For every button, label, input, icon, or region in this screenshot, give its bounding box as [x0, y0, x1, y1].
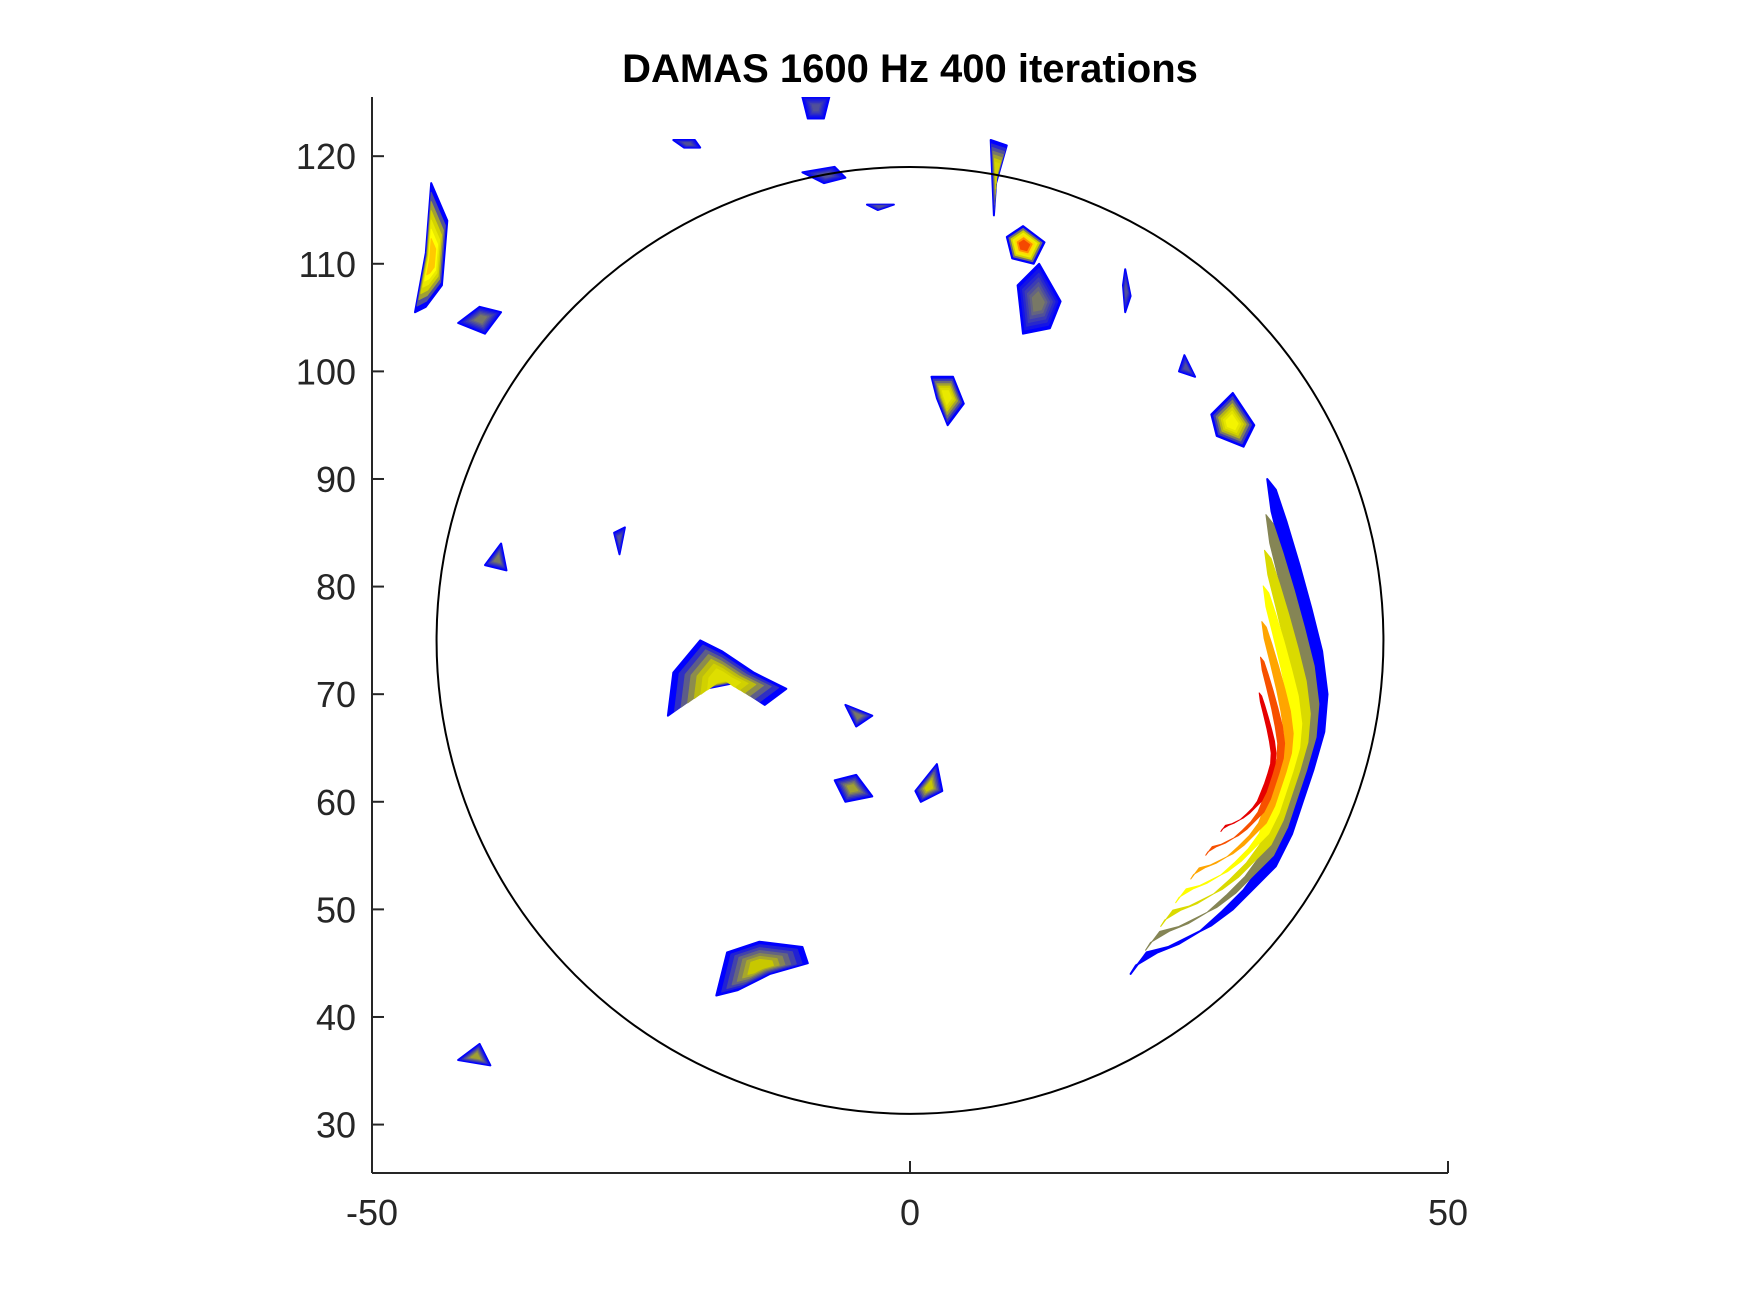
contour-level-6	[846, 784, 859, 793]
contour-level-6	[1183, 363, 1190, 371]
y-tick-label: 120	[296, 136, 356, 177]
contour-blob-top-vert	[989, 139, 1008, 217]
x-ticks: -50 0 50	[346, 1161, 1468, 1233]
contour-blob-left-cluster	[666, 639, 788, 717]
contour-blob-lower-left-blob	[715, 940, 809, 997]
contour-level-6	[1124, 284, 1128, 298]
contour-level-6	[854, 712, 863, 720]
contour-blob-right-small	[1178, 354, 1197, 378]
contour-blob-left-side	[484, 542, 508, 572]
contour-level-6	[617, 534, 622, 544]
contour-level-2	[1160, 549, 1311, 927]
contour-blob-top-right-source	[1005, 225, 1046, 265]
y-tick-label: 90	[316, 459, 356, 500]
contour-blob-center-mid	[930, 375, 965, 427]
contour-level-1	[1145, 514, 1320, 951]
contour-level-6	[1225, 414, 1239, 431]
y-tick-label: 30	[316, 1105, 356, 1146]
contour-blob-top-edge	[801, 97, 831, 120]
contour-level-6	[941, 390, 952, 405]
y-tick-label: 40	[316, 997, 356, 1038]
contour-level-6	[493, 554, 501, 564]
contour-blob-top-right-lower	[1016, 262, 1062, 335]
contour-level-3	[1175, 585, 1303, 904]
contour-blob-upper-left-2	[457, 305, 503, 335]
contour-blob-small-center-2	[914, 763, 944, 803]
contour-level-6	[747, 958, 774, 975]
contour-level-0	[1129, 478, 1329, 975]
contour-blob-upper-left-top	[672, 139, 702, 149]
contour-blob-mid-upper-small	[613, 526, 626, 556]
contour-blob-upper-left-stack	[414, 182, 449, 314]
y-tick-label: 100	[296, 351, 356, 392]
y-tick-label: 70	[316, 674, 356, 715]
contour-level-6	[470, 1052, 481, 1060]
contour-level-6	[474, 315, 488, 324]
contour-blob-right-upper	[1210, 391, 1256, 448]
contour-level-6	[811, 104, 821, 112]
chart-title: DAMAS 1600 Hz 400 iterations	[622, 47, 1198, 91]
y-tick-label: 110	[299, 244, 356, 285]
contour-level-6	[875, 205, 884, 208]
x-tick-label: 0	[900, 1192, 920, 1233]
contour-blob-lower-left-small	[457, 1042, 492, 1067]
contour-blob-arc-source	[1129, 478, 1329, 975]
contour-layer	[414, 97, 1329, 1067]
contour-blob-top-mid-2	[866, 203, 895, 211]
contour-level-6	[1018, 239, 1031, 252]
y-ticks: 30 40 50 60 70 80 90 100 110 120	[296, 136, 384, 1146]
contour-level-6	[426, 238, 437, 276]
y-tick-label: 80	[316, 567, 356, 608]
contour-level-6	[924, 780, 934, 792]
y-tick-label: 50	[316, 889, 356, 930]
contour-level-4	[1190, 621, 1294, 880]
reference-circle	[435, 165, 1385, 1115]
contour-blob-top-right-line	[1122, 268, 1132, 314]
x-tick-label: -50	[346, 1192, 398, 1233]
contour-level-6	[1031, 291, 1045, 312]
y-tick-label: 60	[316, 782, 356, 823]
contour-level-6	[707, 668, 742, 691]
contour-level-6	[1220, 692, 1277, 832]
contour-blob-small-center-1	[833, 773, 874, 803]
x-tick-label: 50	[1428, 1192, 1468, 1233]
contour-blob-small-center-3	[844, 703, 874, 728]
contour-level-5	[1205, 656, 1286, 856]
contour-level-6	[683, 142, 692, 146]
